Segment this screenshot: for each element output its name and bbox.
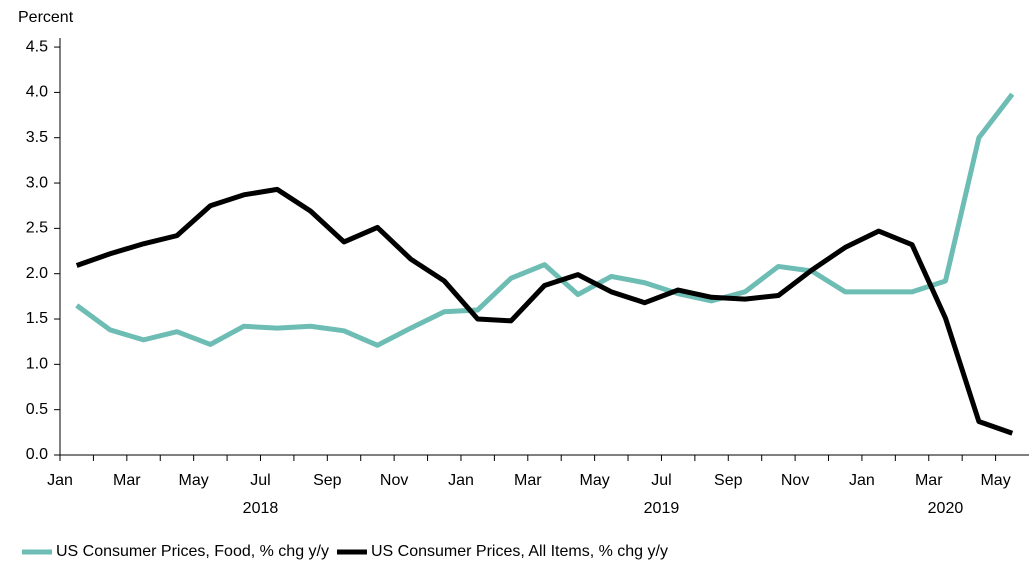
x-tick-label: Mar [113,472,141,489]
series-line [75,186,1014,436]
x-tick-label: May [980,472,1010,489]
legend-label: US Consumer Prices, Food, % chg y/y [56,543,329,560]
x-tick-label: Jul [250,472,270,489]
y-tick-label: 4.5 [26,38,48,55]
year-label: 2019 [644,500,680,517]
x-tick-label: Jan [47,472,73,489]
y-tick-label: 0.0 [26,446,48,463]
x-tick-label: Jul [651,472,671,489]
x-tick-label: Mar [514,472,542,489]
year-label: 2018 [243,500,279,517]
x-tick-label: Nov [380,472,408,489]
y-tick-label: 3.5 [26,129,48,146]
x-tick-label: Nov [781,472,809,489]
y-tick-label: 0.5 [26,401,48,418]
x-tick-label: Jan [849,472,875,489]
y-tick-label: 3.0 [26,174,48,191]
x-tick-label: Sep [714,472,743,489]
y-tick-label: 2.5 [26,220,48,237]
x-tick-label: May [580,472,610,489]
y-tick-label: 2.0 [26,265,48,282]
year-label: 2020 [928,500,964,517]
x-tick-label: Mar [915,472,943,489]
series-line [75,92,1015,348]
y-tick-label: 1.0 [26,356,48,373]
x-tick-label: May [179,472,209,489]
x-tick-label: Sep [313,472,342,489]
legend-label: US Consumer Prices, All Items, % chg y/y [371,543,668,560]
y-axis-label: Percent [18,9,74,26]
x-tick-label: Jan [448,472,474,489]
y-tick-label: 1.5 [26,310,48,327]
y-tick-label: 4.0 [26,84,48,101]
